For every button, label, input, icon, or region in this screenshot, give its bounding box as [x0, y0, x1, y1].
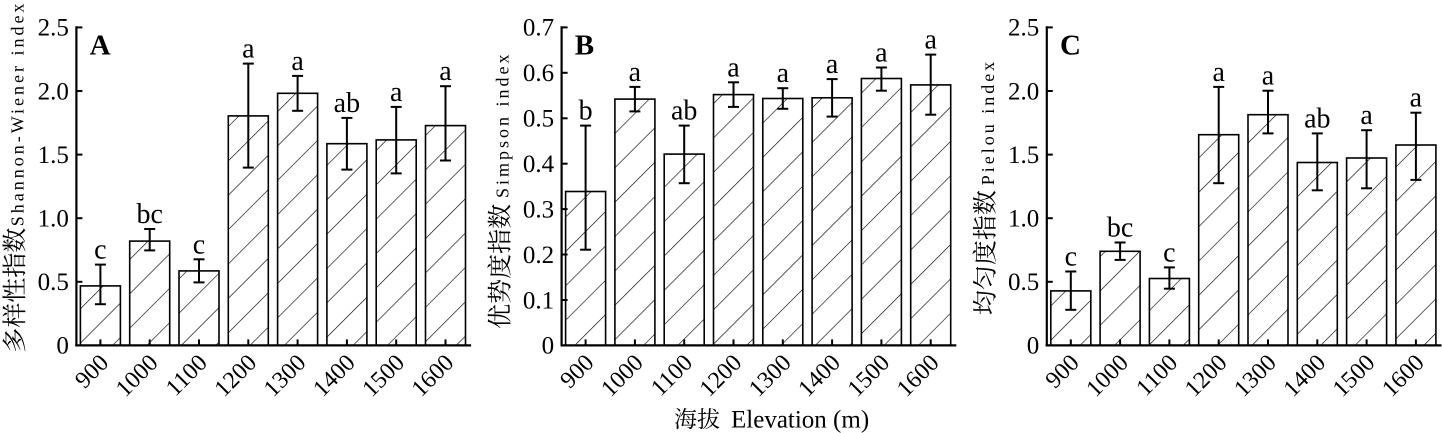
svg-text:a: a	[1212, 57, 1225, 88]
svg-text:a: a	[629, 57, 642, 88]
svg-text:0.6: 0.6	[523, 60, 554, 87]
svg-text:a: a	[439, 56, 452, 87]
svg-text:1.0: 1.0	[1008, 206, 1039, 233]
svg-text:Shannon-Wiener index: Shannon-Wiener index	[7, 1, 27, 227]
svg-text:b: b	[579, 96, 593, 127]
svg-text:2.0: 2.0	[1008, 78, 1039, 105]
svg-text:2.5: 2.5	[38, 15, 69, 42]
svg-text:a: a	[1360, 100, 1373, 131]
svg-text:a: a	[826, 49, 839, 80]
svg-text:0: 0	[1027, 333, 1040, 360]
svg-text:0.5: 0.5	[523, 106, 554, 133]
svg-text:a: a	[291, 46, 304, 77]
svg-text:a: a	[242, 34, 255, 65]
svg-text:1.0: 1.0	[38, 206, 69, 233]
svg-text:c: c	[1163, 237, 1175, 268]
svg-text:0.4: 0.4	[523, 151, 555, 178]
svg-text:c: c	[94, 235, 106, 266]
svg-text:bc: bc	[136, 199, 162, 230]
svg-text:Pielou index: Pielou index	[978, 59, 998, 185]
svg-text:Elevation (m): Elevation (m)	[731, 406, 869, 433]
svg-text:c: c	[1065, 242, 1077, 273]
svg-text:A: A	[90, 30, 111, 62]
svg-text:0.3: 0.3	[523, 196, 554, 223]
svg-text:a: a	[1410, 83, 1423, 114]
svg-text:a: a	[777, 58, 790, 89]
svg-text:ab: ab	[1304, 103, 1330, 134]
svg-text:0.2: 0.2	[523, 242, 554, 269]
svg-text:0: 0	[56, 333, 69, 360]
svg-text:1.5: 1.5	[1008, 142, 1039, 169]
svg-text:C: C	[1060, 30, 1081, 62]
svg-text:a: a	[727, 52, 740, 83]
svg-text:0.5: 0.5	[38, 269, 69, 296]
svg-text:a: a	[875, 38, 888, 69]
svg-text:Simpson index: Simpson index	[493, 51, 513, 198]
svg-text:0.5: 0.5	[1008, 269, 1039, 296]
svg-text:a: a	[924, 25, 937, 56]
svg-text:0.1: 0.1	[523, 287, 554, 314]
svg-text:0.7: 0.7	[523, 15, 554, 42]
svg-text:0: 0	[542, 333, 555, 360]
svg-text:bc: bc	[1107, 213, 1133, 244]
svg-text:B: B	[575, 30, 594, 62]
svg-text:1.5: 1.5	[38, 142, 69, 169]
svg-text:2.5: 2.5	[1008, 15, 1039, 42]
svg-text:c: c	[193, 229, 205, 260]
svg-text:2.0: 2.0	[38, 78, 69, 105]
svg-text:ab: ab	[671, 96, 697, 127]
svg-text:a: a	[1262, 61, 1275, 92]
svg-text:ab: ab	[334, 88, 360, 119]
svg-text:a: a	[390, 77, 403, 108]
